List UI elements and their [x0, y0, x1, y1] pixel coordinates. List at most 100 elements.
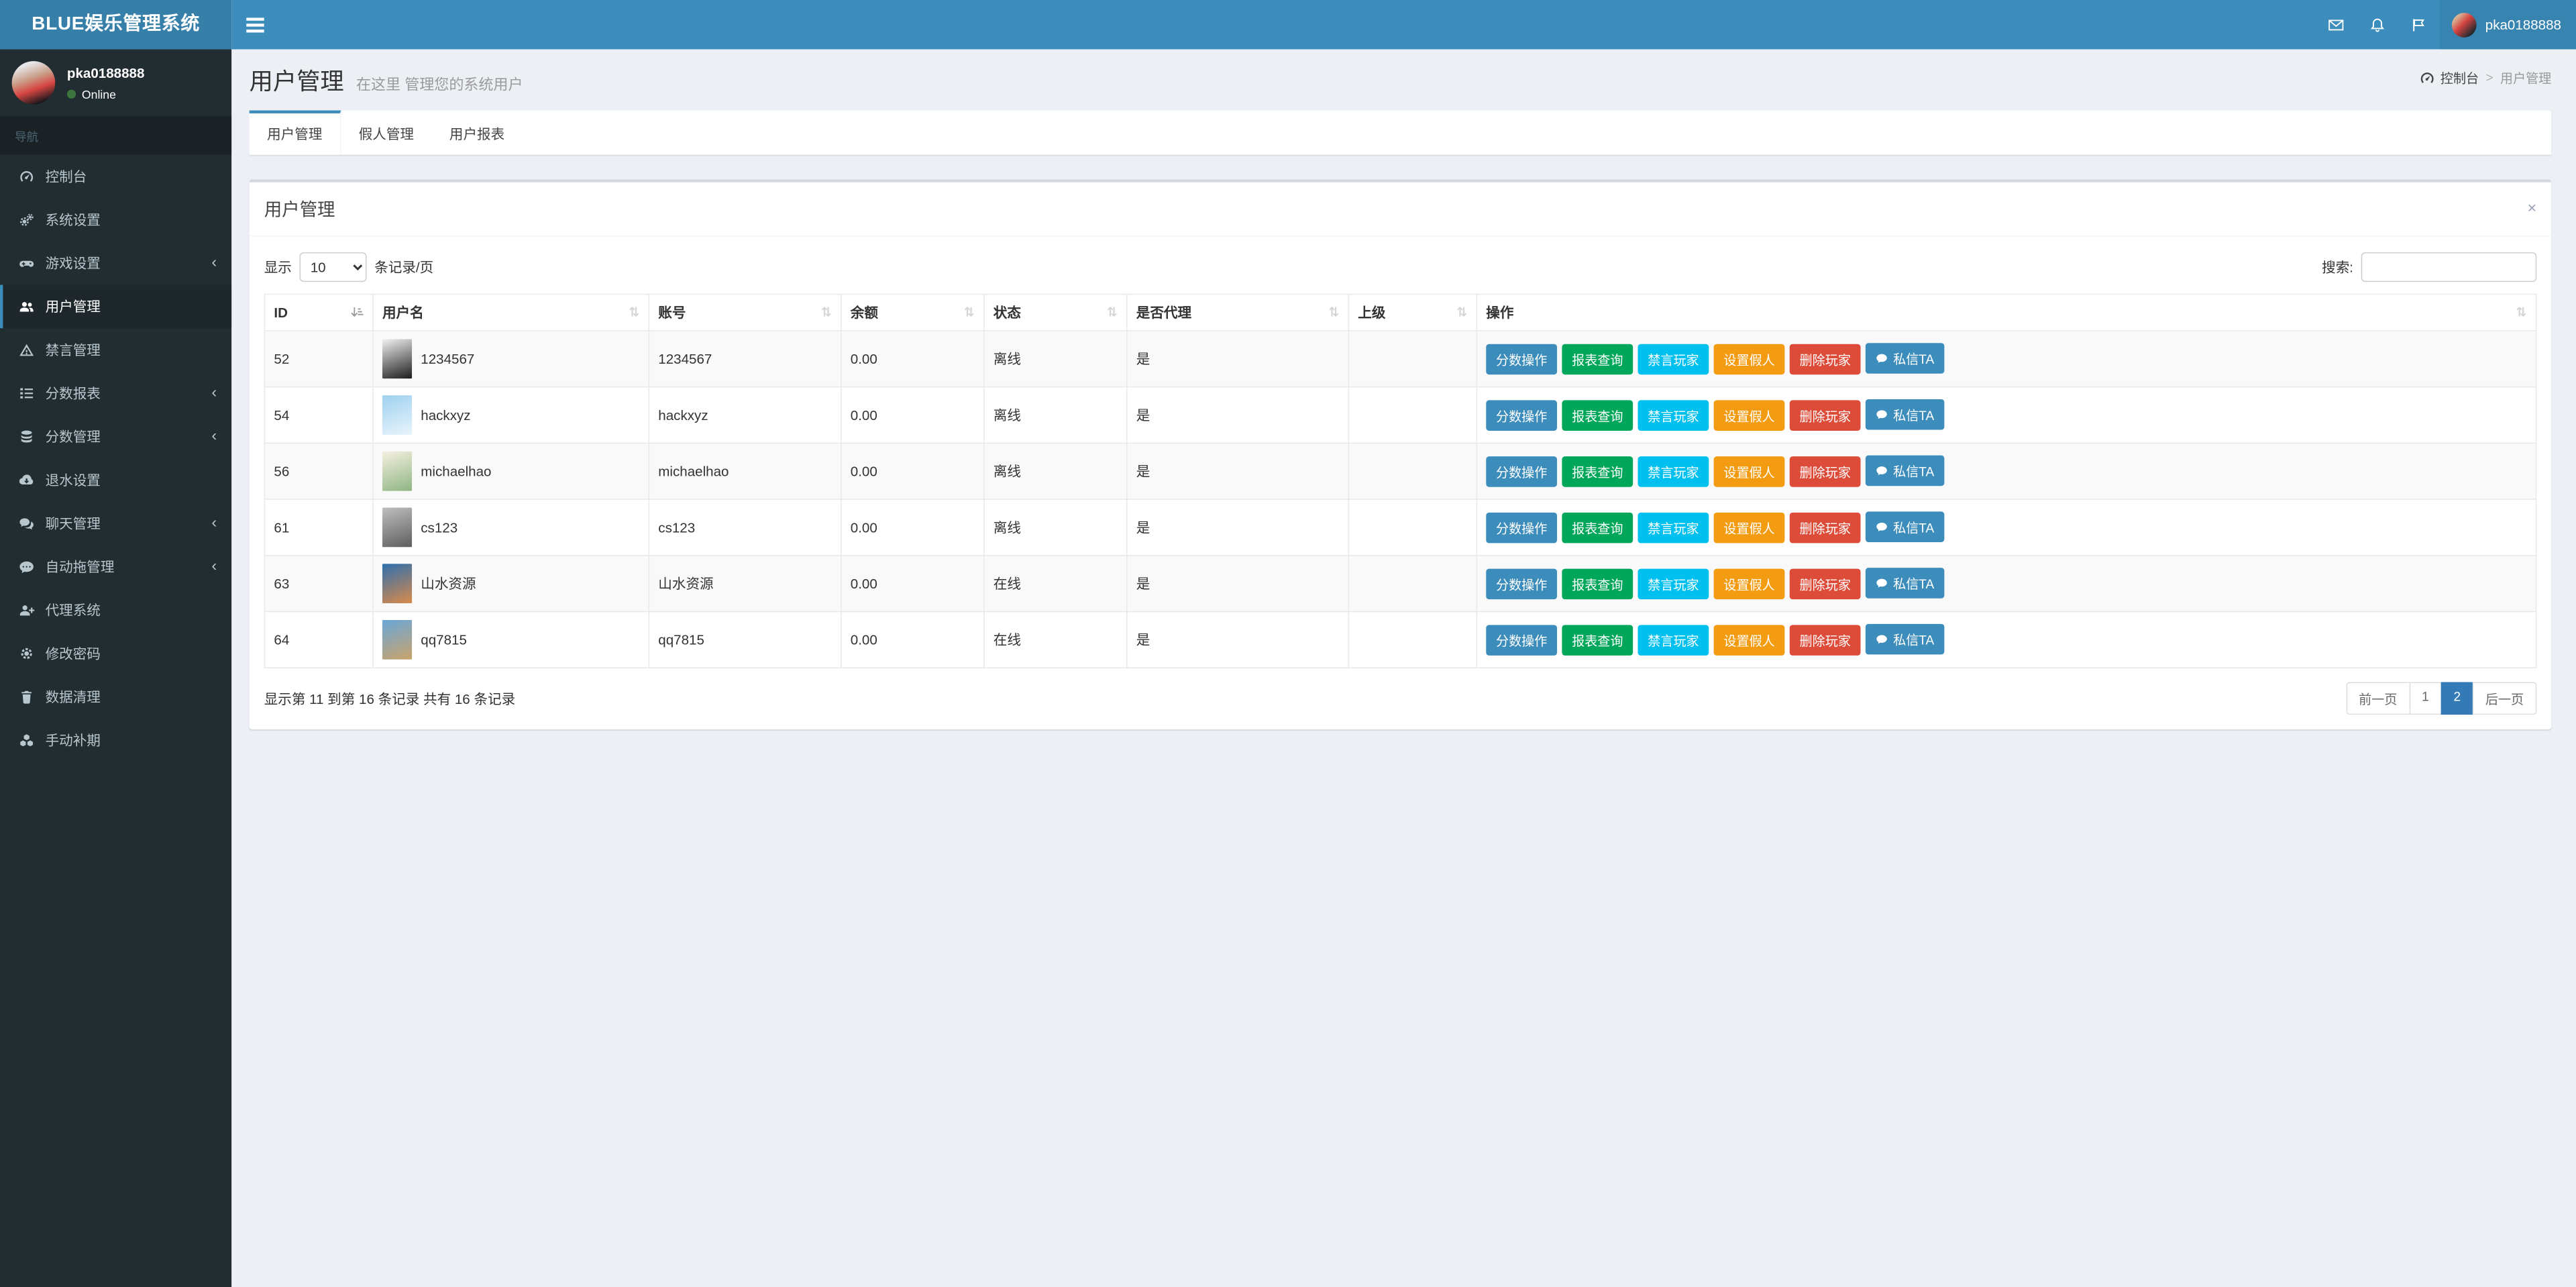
action-button-报表查询[interactable]: 报表查询 [1562, 400, 1633, 431]
sidebar-item-用户管理[interactable]: 用户管理 [0, 285, 232, 329]
sidebar-toggle-button[interactable] [231, 0, 279, 49]
action-button-分数操作[interactable]: 分数操作 [1486, 625, 1558, 656]
comment-bubble-icon [1876, 464, 1888, 477]
action-button-设置假人[interactable]: 设置假人 [1713, 400, 1785, 431]
records-info: 显示第 11 到第 16 条记录 共有 16 条记录 [264, 690, 516, 707]
sidebar-item-游戏设置[interactable]: 游戏设置 ‹ [0, 242, 231, 285]
user-menu[interactable]: pka0188888 [2440, 0, 2576, 50]
sidebar-item-自动拖管理[interactable]: 自动拖管理 ‹ [0, 545, 231, 588]
sidebar-item-系统设置[interactable]: 系统设置 [0, 198, 231, 242]
action-button-设置假人[interactable]: 设置假人 [1713, 568, 1785, 600]
action-button-私信TA[interactable]: 私信TA [1865, 343, 1944, 374]
table-row: 54 hackxyz hackxyz 0.00 离线是分数操作 报表查询 禁言玩家 设置假人删… [264, 386, 2537, 444]
action-button-分数操作[interactable]: 分数操作 [1486, 568, 1558, 600]
records-per-page-label: 条记录/页 [374, 259, 434, 275]
action-button-分数操作[interactable]: 分数操作 [1486, 456, 1558, 487]
page-subtitle: 在这里 管理您的系统用户 [356, 76, 523, 94]
search-input[interactable] [2361, 252, 2537, 282]
sidebar-item-禁言管理[interactable]: 禁言管理 [0, 328, 231, 372]
action-button-私信TA[interactable]: 私信TA [1865, 455, 1944, 486]
page-button-1[interactable]: 1 [2409, 682, 2442, 715]
cloud-download-icon [17, 472, 35, 488]
sidebar-item-控制台[interactable]: 控制台 [0, 155, 231, 199]
column-header-用户名[interactable]: 用户名 ⇅ [372, 293, 650, 331]
tasks-menu[interactable] [2398, 0, 2440, 49]
comment-bubble-icon [1876, 408, 1888, 421]
action-button-报表查询[interactable]: 报表查询 [1562, 568, 1633, 600]
column-header-状态[interactable]: 状态 ⇅ [983, 293, 1128, 331]
sidebar-item-label: 自动拖管理 [45, 558, 115, 575]
tab-假人管理[interactable]: 假人管理 [358, 126, 414, 142]
action-button-删除玩家[interactable]: 删除玩家 [1789, 625, 1861, 656]
cell-actions: 分数操作 报表查询 禁言玩家 设置假人 删除玩家 私信TA [1476, 555, 2537, 613]
envelope-icon [2328, 16, 2345, 33]
column-header-余额[interactable]: 余额 ⇅ [841, 293, 985, 331]
page-size-select[interactable]: 10 [299, 252, 367, 282]
action-button-报表查询[interactable]: 报表查询 [1562, 456, 1633, 487]
action-button-分数操作[interactable]: 分数操作 [1486, 512, 1558, 544]
action-button-报表查询[interactable]: 报表查询 [1562, 625, 1633, 656]
column-header-上级[interactable]: 上级 ⇅ [1348, 293, 1478, 331]
cell-username: 山水资源 [421, 575, 476, 592]
notifications-menu[interactable] [2357, 0, 2399, 49]
cell-parent [1348, 330, 1478, 388]
cell-is-agent: 是 [1126, 442, 1350, 500]
action-button-私信TA[interactable]: 私信TA [1865, 568, 1944, 599]
action-button-禁言玩家[interactable]: 禁言玩家 [1638, 456, 1709, 487]
action-button-设置假人[interactable]: 设置假人 [1713, 625, 1785, 656]
page-button-2[interactable]: 2 [2440, 682, 2474, 715]
action-button-设置假人[interactable]: 设置假人 [1713, 512, 1785, 544]
cell-actions: 分数操作 报表查询 禁言玩家 设置假人 删除玩家 私信TA [1476, 386, 2537, 444]
cell-is-agent: 是 [1126, 555, 1350, 613]
action-button-禁言玩家[interactable]: 禁言玩家 [1638, 568, 1709, 600]
column-header-操作[interactable]: 操作 ⇅ [1476, 293, 2537, 331]
sidebar-item-label: 退水设置 [45, 472, 101, 488]
page-button-后一页[interactable]: 后一页 [2472, 682, 2537, 715]
column-header-是否代理[interactable]: 是否代理 ⇅ [1126, 293, 1350, 331]
comment-icon [17, 559, 35, 575]
panel-header: 用户管理 × [249, 183, 2552, 237]
action-button-删除玩家[interactable]: 删除玩家 [1789, 456, 1861, 487]
sidebar-item-退水设置[interactable]: 退水设置 [0, 458, 231, 502]
action-button-分数操作[interactable]: 分数操作 [1486, 400, 1558, 431]
action-button-私信TA[interactable]: 私信TA [1865, 511, 1944, 542]
column-header-账号[interactable]: 账号 ⇅ [648, 293, 842, 331]
hamburger-icon [246, 17, 264, 21]
column-header-ID[interactable]: ID [264, 293, 374, 331]
action-button-禁言玩家[interactable]: 禁言玩家 [1638, 512, 1709, 544]
action-button-删除玩家[interactable]: 删除玩家 [1789, 568, 1861, 600]
page-button-前一页[interactable]: 前一页 [2346, 682, 2410, 715]
action-button-删除玩家[interactable]: 删除玩家 [1789, 344, 1861, 375]
cell-username: cs123 [421, 519, 458, 535]
action-button-报表查询[interactable]: 报表查询 [1562, 344, 1633, 375]
sidebar-item-label: 聊天管理 [45, 515, 101, 531]
sidebar-item-数据清理[interactable]: 数据清理 [0, 675, 231, 719]
action-button-设置假人[interactable]: 设置假人 [1713, 344, 1785, 375]
action-button-分数操作[interactable]: 分数操作 [1486, 344, 1558, 375]
messages-menu[interactable] [2316, 0, 2357, 49]
cell-account: qq7815 [648, 611, 842, 668]
sidebar-item-聊天管理[interactable]: 聊天管理 ‹ [0, 502, 231, 546]
sidebar-item-手动补期[interactable]: 手动补期 [0, 719, 231, 762]
breadcrumb-home-link[interactable]: 控制台 [2420, 68, 2479, 87]
action-button-私信TA[interactable]: 私信TA [1865, 399, 1944, 430]
sidebar-user-status[interactable]: Online [66, 87, 145, 101]
action-button-禁言玩家[interactable]: 禁言玩家 [1638, 400, 1709, 431]
brand-logo[interactable]: BLUE娱乐管理系统 [0, 0, 232, 50]
action-button-删除玩家[interactable]: 删除玩家 [1789, 400, 1861, 431]
action-button-私信TA[interactable]: 私信TA [1865, 623, 1944, 655]
action-button-禁言玩家[interactable]: 禁言玩家 [1638, 625, 1709, 656]
action-button-删除玩家[interactable]: 删除玩家 [1789, 512, 1861, 544]
sidebar-item-代理系统[interactable]: 代理系统 [0, 588, 231, 632]
tab-用户报表[interactable]: 用户报表 [449, 126, 505, 142]
cell-status: 离线 [983, 386, 1128, 444]
action-button-禁言玩家[interactable]: 禁言玩家 [1638, 344, 1709, 375]
sidebar-item-修改密码[interactable]: 修改密码 [0, 632, 231, 676]
action-button-设置假人[interactable]: 设置假人 [1713, 456, 1785, 487]
sidebar-item-分数管理[interactable]: 分数管理 ‹ [0, 415, 231, 458]
panel-body: 显示 10 条记录/页 搜索: ID 用户名 ⇅ 账号 ⇅ 余额 ⇅ 状态 ⇅ 是否代理 ⇅ 上级 ⇅ 操… [250, 237, 2552, 730]
sidebar-item-分数报表[interactable]: 分数报表 ‹ [0, 372, 231, 415]
panel-close-icon[interactable]: × [2527, 200, 2537, 217]
tab-用户管理[interactable]: 用户管理 [249, 110, 341, 155]
action-button-报表查询[interactable]: 报表查询 [1562, 512, 1633, 544]
